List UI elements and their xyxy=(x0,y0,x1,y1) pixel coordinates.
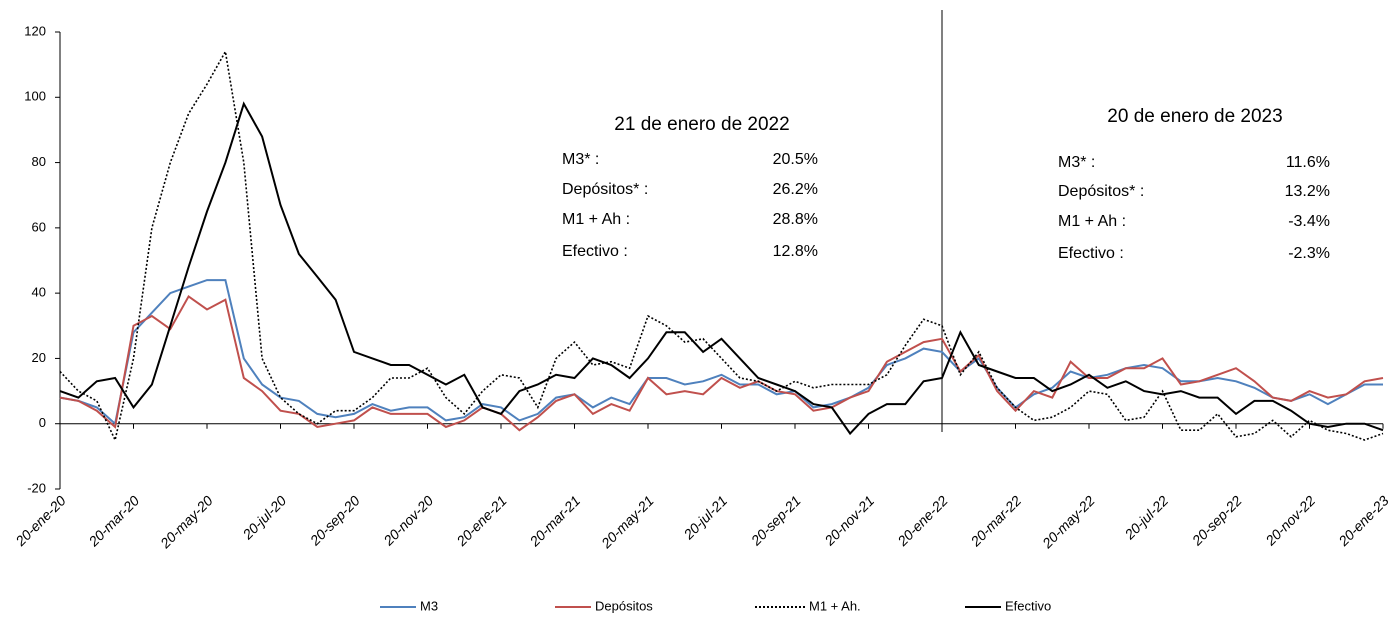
annotation-value: 28.8% xyxy=(773,211,818,228)
series-line xyxy=(59,49,1384,443)
annotation-title: 20 de enero de 2023 xyxy=(1107,106,1282,127)
annotation-label: M3* : xyxy=(562,151,599,168)
annotation-value: 20.5% xyxy=(773,151,818,168)
x-tick-label: 20-sep-20 xyxy=(306,492,363,549)
annotation-value: 13.2% xyxy=(1285,183,1330,200)
x-tick-label: 20-may-22 xyxy=(1038,492,1097,551)
x-tick-label: 20-ene-22 xyxy=(894,492,951,549)
legend-label: M3 xyxy=(420,598,438,613)
x-tick-label: 20-ene-20 xyxy=(12,492,69,549)
annotation-value: -2.3% xyxy=(1288,245,1330,262)
y-tick-label: 0 xyxy=(39,415,46,430)
x-tick-label: 20-nov-22 xyxy=(1262,492,1319,549)
annotation-title: 21 de enero de 2022 xyxy=(614,114,789,135)
annotation-label: M1 + Ah : xyxy=(562,211,630,228)
x-tick-label: 20-mar-22 xyxy=(967,492,1025,550)
annotation-value: 12.8% xyxy=(773,243,818,260)
x-tick-label: 20-ene-21 xyxy=(453,492,510,549)
legend-label: Efectivo xyxy=(1005,598,1051,613)
series-line xyxy=(59,279,1383,426)
annotation-label: M1 + Ah : xyxy=(1058,213,1126,230)
legend-label: Depósitos xyxy=(595,598,653,613)
y-tick-label: 40 xyxy=(32,285,46,300)
x-tick-label: 20-nov-20 xyxy=(380,492,437,549)
annotation-label: M3* : xyxy=(1058,154,1095,171)
x-tick-label: 20-ene-23 xyxy=(1335,492,1392,549)
x-tick-label: 20-jul-22 xyxy=(1121,492,1172,543)
x-tick-label: 20-jul-21 xyxy=(680,492,731,543)
x-tick-label: 20-sep-21 xyxy=(747,492,804,549)
y-tick-label: 80 xyxy=(32,154,46,169)
annotation-label: Efectivo : xyxy=(1058,245,1124,262)
x-tick-label: 20-sep-22 xyxy=(1188,492,1245,549)
legend-item: M1 + Ah. xyxy=(755,598,861,613)
x-tick-label: 20-mar-20 xyxy=(85,492,143,550)
x-tick-label: 20-nov-21 xyxy=(821,492,878,549)
annotation-value: 26.2% xyxy=(773,181,818,198)
x-tick-label: 20-may-21 xyxy=(597,492,656,551)
annotation-label: Depósitos* : xyxy=(562,181,648,198)
annotation-label: Depósitos* : xyxy=(1058,183,1144,200)
y-tick-label: -20 xyxy=(27,480,46,495)
legend-label: M1 + Ah. xyxy=(809,598,861,613)
y-tick-label: 60 xyxy=(32,219,46,234)
annotation-value: 11.6% xyxy=(1286,154,1330,171)
x-tick-label: 20-mar-21 xyxy=(526,492,584,550)
legend-item: M3 xyxy=(380,598,438,613)
y-tick-label: 120 xyxy=(24,23,46,38)
x-tick-label: 20-jul-20 xyxy=(239,492,290,543)
series-line xyxy=(59,101,1384,436)
legend-item: Depósitos xyxy=(555,598,653,613)
series-line xyxy=(59,294,1384,432)
y-tick-label: 20 xyxy=(32,350,46,365)
legend-item: Efectivo xyxy=(965,598,1051,613)
annotation: 21 de enero de 2022 M3* : 20.5% Depósitos* … xyxy=(562,114,818,260)
annotation-label: Efectivo : xyxy=(562,243,628,260)
annotation-value: -3.4% xyxy=(1288,213,1330,230)
y-tick-label: 100 xyxy=(24,89,46,104)
x-tick-label: 20-may-20 xyxy=(156,492,215,551)
annotation: 20 de enero de 2023 M3* : 11.6% Depósitos* … xyxy=(1058,106,1330,262)
